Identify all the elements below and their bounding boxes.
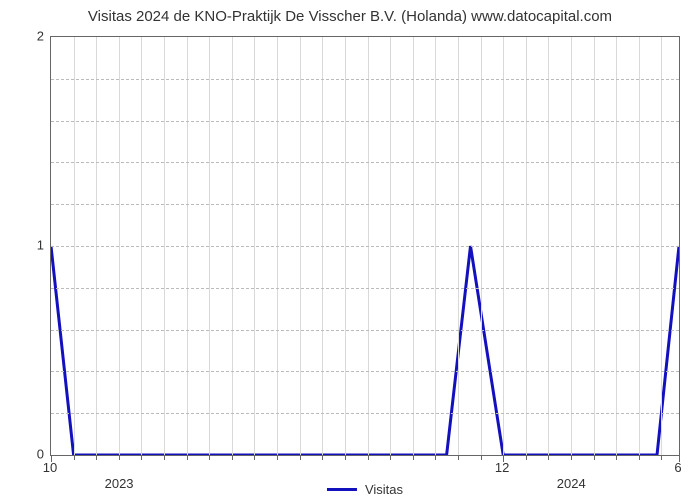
gridline-horizontal bbox=[51, 162, 679, 163]
x-minor-tick bbox=[96, 456, 97, 460]
x-minor-tick bbox=[187, 456, 188, 460]
x-minor-tick bbox=[594, 456, 595, 460]
x-minor-tick bbox=[209, 456, 210, 460]
gridline-horizontal bbox=[51, 413, 679, 414]
x-minor-tick bbox=[74, 456, 75, 460]
x-minor-tick bbox=[164, 456, 165, 460]
x-minor-tick bbox=[390, 456, 391, 460]
chart-container: Visitas 2024 de KNO-Praktijk De Visscher… bbox=[0, 0, 700, 500]
x-axis-label: 12 bbox=[495, 460, 509, 475]
legend-label: Visitas bbox=[365, 482, 403, 497]
x-year-label: 2023 bbox=[105, 476, 134, 491]
legend-swatch bbox=[327, 488, 357, 491]
x-minor-tick bbox=[368, 456, 369, 460]
legend: Visitas bbox=[327, 482, 403, 497]
x-minor-tick bbox=[141, 456, 142, 460]
gridline-horizontal bbox=[51, 246, 679, 247]
x-minor-tick bbox=[458, 456, 459, 460]
x-minor-tick bbox=[526, 456, 527, 460]
x-minor-tick bbox=[254, 456, 255, 460]
x-minor-tick bbox=[277, 456, 278, 460]
chart-title: Visitas 2024 de KNO-Praktijk De Visscher… bbox=[0, 0, 700, 29]
x-minor-tick bbox=[661, 456, 662, 460]
y-axis-label: 1 bbox=[37, 238, 44, 253]
x-minor-tick bbox=[616, 456, 617, 460]
x-minor-tick bbox=[119, 456, 120, 460]
x-minor-tick bbox=[345, 456, 346, 460]
x-minor-tick bbox=[413, 456, 414, 460]
x-minor-tick bbox=[571, 456, 572, 460]
gridline-horizontal bbox=[51, 330, 679, 331]
x-minor-tick bbox=[548, 456, 549, 460]
x-year-label: 2024 bbox=[557, 476, 586, 491]
x-minor-tick bbox=[322, 456, 323, 460]
gridline-horizontal bbox=[51, 371, 679, 372]
gridline-horizontal bbox=[51, 121, 679, 122]
x-minor-tick bbox=[300, 456, 301, 460]
gridline-horizontal bbox=[51, 204, 679, 205]
x-minor-tick bbox=[232, 456, 233, 460]
gridline-horizontal bbox=[51, 79, 679, 80]
x-minor-tick bbox=[435, 456, 436, 460]
x-axis-label: 10 bbox=[43, 460, 57, 475]
x-minor-tick bbox=[639, 456, 640, 460]
gridline-horizontal bbox=[51, 288, 679, 289]
x-axis-label: 6 bbox=[674, 460, 681, 475]
plot-area: Visitas bbox=[50, 36, 680, 456]
x-minor-tick bbox=[481, 456, 482, 460]
y-axis-label: 2 bbox=[37, 29, 44, 44]
